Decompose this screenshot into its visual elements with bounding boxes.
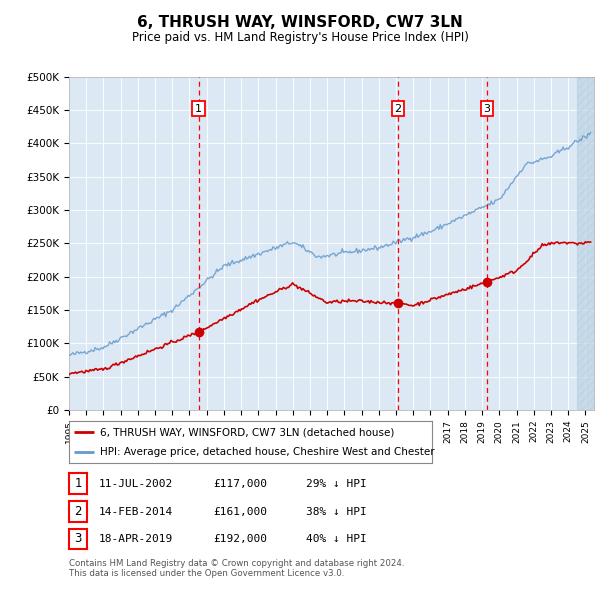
Text: £192,000: £192,000	[213, 535, 267, 544]
Text: £117,000: £117,000	[213, 479, 267, 489]
Text: 3: 3	[484, 104, 491, 114]
Text: 6, THRUSH WAY, WINSFORD, CW7 3LN (detached house): 6, THRUSH WAY, WINSFORD, CW7 3LN (detach…	[100, 427, 394, 437]
Text: 38% ↓ HPI: 38% ↓ HPI	[306, 507, 367, 516]
Text: This data is licensed under the Open Government Licence v3.0.: This data is licensed under the Open Gov…	[69, 569, 344, 578]
Text: Contains HM Land Registry data © Crown copyright and database right 2024.: Contains HM Land Registry data © Crown c…	[69, 559, 404, 568]
Text: £161,000: £161,000	[213, 507, 267, 516]
Text: 2: 2	[74, 504, 82, 518]
Text: 6, THRUSH WAY, WINSFORD, CW7 3LN: 6, THRUSH WAY, WINSFORD, CW7 3LN	[137, 15, 463, 30]
Text: 1: 1	[195, 104, 202, 114]
FancyBboxPatch shape	[577, 77, 594, 410]
Text: 29% ↓ HPI: 29% ↓ HPI	[306, 479, 367, 489]
Text: 1: 1	[74, 477, 82, 490]
Text: 40% ↓ HPI: 40% ↓ HPI	[306, 535, 367, 544]
Text: HPI: Average price, detached house, Cheshire West and Chester: HPI: Average price, detached house, Ches…	[100, 447, 434, 457]
Text: 14-FEB-2014: 14-FEB-2014	[99, 507, 173, 516]
Text: 11-JUL-2002: 11-JUL-2002	[99, 479, 173, 489]
Text: 3: 3	[74, 532, 82, 546]
Text: 2: 2	[395, 104, 401, 114]
Text: Price paid vs. HM Land Registry's House Price Index (HPI): Price paid vs. HM Land Registry's House …	[131, 31, 469, 44]
Text: 18-APR-2019: 18-APR-2019	[99, 535, 173, 544]
